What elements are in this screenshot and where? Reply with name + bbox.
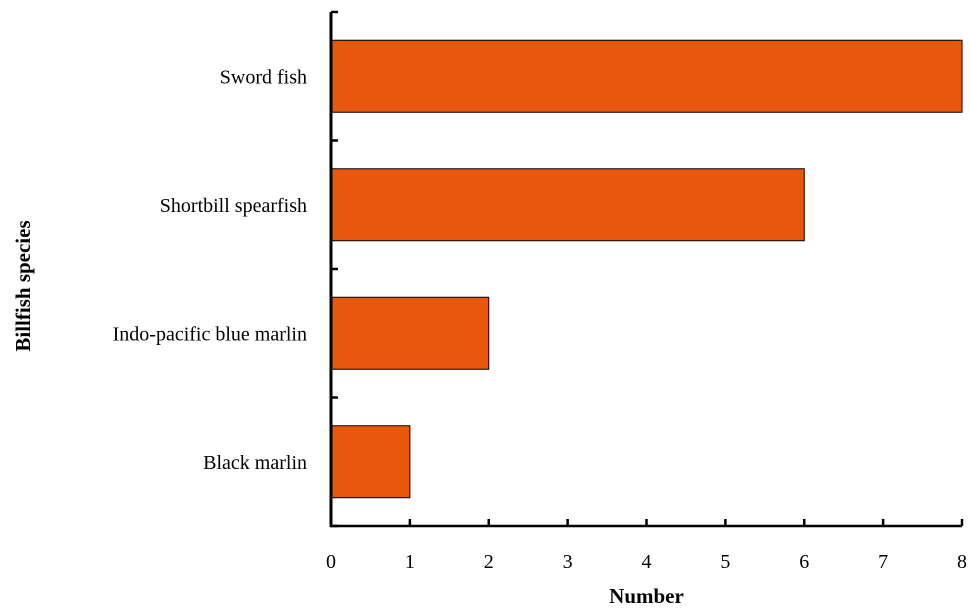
x-tick-label: 6 xyxy=(799,551,809,573)
category-label: Indo-pacific blue marlin xyxy=(113,323,307,345)
category-label: Shortbill spearfish xyxy=(160,195,307,217)
x-tick-label: 1 xyxy=(405,551,415,573)
x-tick-label: 0 xyxy=(326,551,336,573)
x-tick-label: 8 xyxy=(957,551,967,573)
x-ticks-group xyxy=(329,519,964,526)
bar xyxy=(330,425,411,499)
category-labels-group: Sword fish Shortbill spearfish Indo-pacifi… xyxy=(113,66,307,474)
x-axis-title: Number xyxy=(609,584,684,608)
bar xyxy=(330,296,490,370)
x-tick-labels-group: 0 1 2 3 4 5 6 7 8 xyxy=(326,551,967,573)
bar xyxy=(330,39,963,113)
bar xyxy=(330,168,805,242)
category-label: Sword fish xyxy=(220,66,307,88)
bars-group xyxy=(330,39,963,499)
x-tick-label: 3 xyxy=(563,551,573,573)
category-label: Black marlin xyxy=(203,452,307,474)
x-tick-label: 4 xyxy=(642,551,652,573)
x-tick-label: 5 xyxy=(720,551,730,573)
x-tick-label: 2 xyxy=(484,551,494,573)
y-axis-title: Billfish species xyxy=(11,220,35,351)
x-tick-label: 7 xyxy=(878,551,888,573)
